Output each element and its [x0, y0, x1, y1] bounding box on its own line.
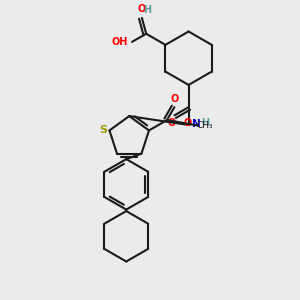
- Text: O: O: [184, 118, 192, 128]
- Text: O: O: [167, 118, 175, 128]
- Text: H: H: [144, 5, 152, 15]
- Text: OH: OH: [111, 37, 128, 47]
- Text: O: O: [138, 4, 146, 14]
- Text: N: N: [192, 118, 200, 128]
- Text: H: H: [201, 118, 209, 128]
- Text: O: O: [171, 94, 179, 104]
- Text: S: S: [99, 125, 107, 135]
- Text: CH₃: CH₃: [197, 121, 213, 130]
